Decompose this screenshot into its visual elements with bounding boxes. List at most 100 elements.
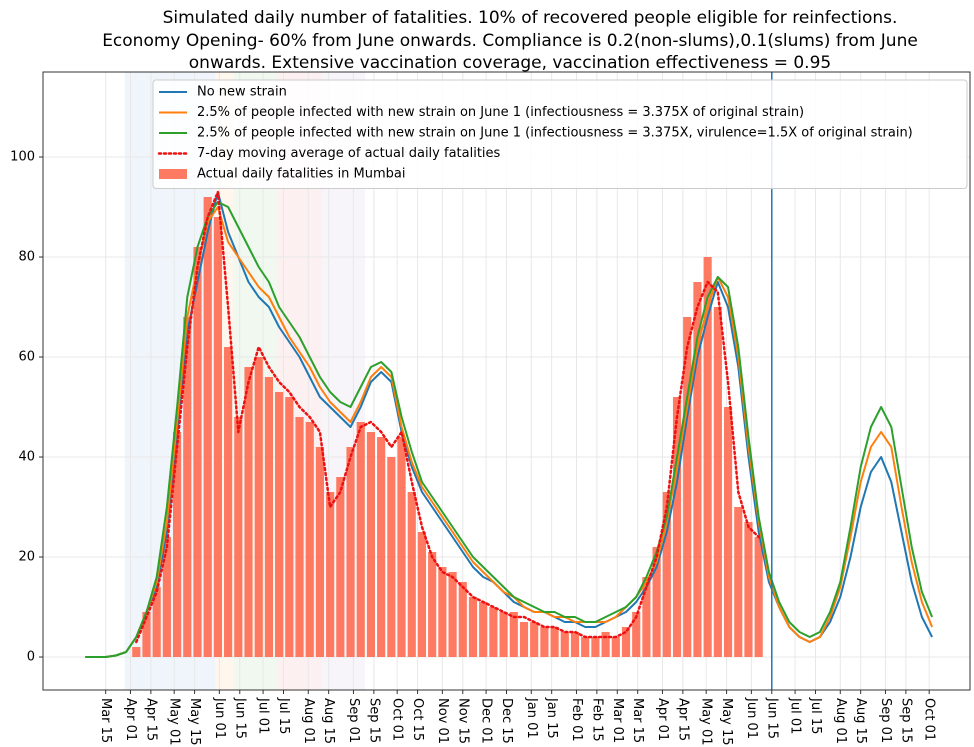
legend-label: 2.5% of people infected with new strain … — [197, 105, 804, 120]
x-tick-label: Jun 15 — [232, 697, 247, 739]
legend-label: No new strain — [197, 85, 287, 100]
bar — [754, 537, 763, 657]
bar — [224, 347, 233, 657]
legend-swatch — [159, 169, 187, 179]
bar — [366, 432, 376, 657]
bar — [264, 377, 274, 657]
bar — [652, 547, 661, 657]
y-tick-label: 0 — [27, 650, 35, 665]
x-tick-label: Apr 01 — [123, 698, 138, 741]
chart-title: Economy Opening- 60% from June onwards. … — [102, 31, 918, 51]
x-tick-label: Oct 15 — [410, 698, 425, 741]
bar — [142, 612, 151, 657]
bar — [642, 577, 651, 657]
legend-label: 2.5% of people infected with new strain … — [197, 126, 913, 141]
x-tick-label: May 15 — [187, 698, 202, 746]
y-tick-label: 40 — [18, 450, 35, 465]
bar — [315, 447, 325, 657]
x-tick-label: Jun 15 — [764, 697, 779, 739]
bar — [713, 307, 722, 657]
legend-box — [152, 79, 968, 189]
bar — [285, 397, 294, 657]
bar — [621, 627, 631, 657]
x-tick-label: Dec 15 — [499, 698, 514, 744]
axes: 0 20 40 60 80 100 Mar 15 Apr 01 Apr 15 May 01 May … — [10, 150, 937, 746]
bar — [234, 417, 243, 657]
bar — [244, 367, 253, 657]
bar — [683, 317, 692, 657]
bar — [530, 622, 539, 657]
bar — [479, 602, 488, 657]
bar — [183, 317, 192, 657]
bar — [458, 582, 467, 657]
bar — [744, 522, 753, 657]
bar — [397, 437, 406, 657]
x-tick-label: Jan 01 — [524, 697, 539, 739]
bar — [132, 647, 141, 657]
x-tick-label: May 01 — [699, 698, 714, 746]
bar — [254, 357, 263, 657]
bar — [346, 447, 355, 657]
bar — [203, 197, 212, 657]
line — [135, 190, 760, 644]
x-tick-label: Apr 15 — [675, 698, 690, 741]
bar — [213, 217, 222, 657]
x-tick-label: Nov 01 — [435, 698, 450, 744]
bar — [509, 612, 518, 657]
x-tick-label: Oct 01 — [390, 698, 405, 741]
bar — [356, 422, 365, 657]
bar — [581, 637, 590, 657]
x-tick-label: Sep 15 — [366, 698, 381, 743]
bar — [550, 627, 559, 657]
bar — [601, 632, 610, 657]
bar — [560, 632, 569, 657]
bar — [336, 477, 345, 657]
bar — [173, 432, 182, 657]
bar — [326, 492, 335, 657]
x-tick-label: Aug 01 — [301, 698, 316, 744]
legend-label: 7-day moving average of actual daily fat… — [197, 146, 501, 161]
chart-title: Simulated daily number of fatalities. 10… — [163, 8, 898, 28]
x-tick-label: Sep 01 — [346, 698, 361, 743]
x-tick-label: Apr 15 — [143, 698, 158, 741]
bar — [428, 552, 437, 657]
bar — [417, 532, 427, 657]
bar — [723, 407, 733, 657]
line — [85, 206, 934, 658]
x-tick-label: Oct 01 — [922, 698, 937, 741]
x-tick-label: Aug 15 — [321, 698, 336, 744]
bar — [295, 417, 304, 657]
bar — [519, 622, 529, 657]
x-tick-label: Mar 01 — [610, 698, 625, 743]
x-tick-label: Mar 15 — [630, 698, 645, 743]
bar — [377, 437, 386, 657]
bar — [662, 492, 671, 657]
bar — [162, 537, 171, 657]
x-tick-label: Jul 15 — [276, 697, 291, 734]
x-tick-label: Jan 15 — [544, 697, 559, 739]
bar — [499, 612, 508, 657]
x-tick-label: Aug 01 — [833, 698, 848, 744]
x-tick-label: Jun 01 — [212, 697, 227, 739]
y-tick-label: 60 — [18, 350, 35, 365]
y-tick-label: 80 — [18, 250, 35, 265]
x-tick-label: Mar 15 — [98, 698, 113, 743]
x-tick-label: Jul 15 — [808, 697, 823, 734]
bar — [448, 572, 457, 657]
bar — [734, 507, 743, 657]
legend: No new strain 2.5% of people infected wit… — [152, 79, 968, 189]
legend-label: Actual daily fatalities in Mumbai — [197, 167, 406, 182]
line — [85, 201, 934, 658]
x-tick-label: Nov 15 — [455, 698, 470, 744]
bar — [152, 587, 161, 657]
bar — [632, 612, 641, 657]
x-tick-label: Dec 01 — [479, 698, 494, 744]
bar — [387, 457, 396, 657]
chart-title: onwards. Extensive vaccination coverage,… — [189, 53, 831, 73]
bar — [672, 397, 682, 657]
y-tick-label: 100 — [10, 150, 35, 165]
bar — [611, 637, 620, 657]
x-tick-label: Feb 15 — [589, 698, 604, 742]
bar — [693, 282, 702, 657]
